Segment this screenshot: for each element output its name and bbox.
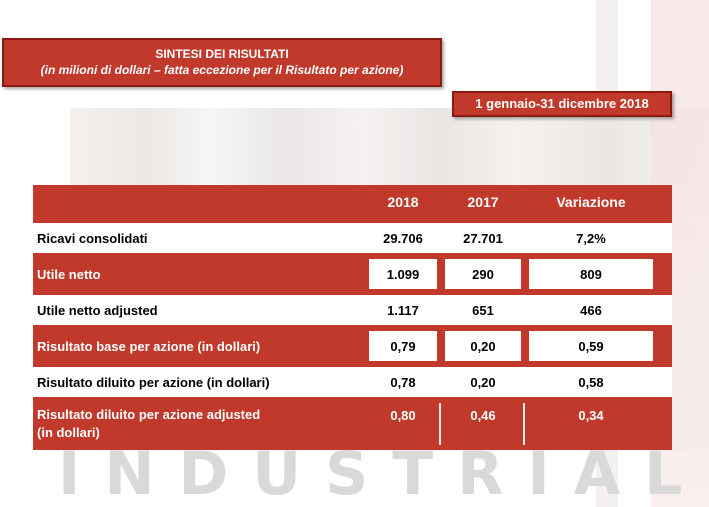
value-box bbox=[529, 331, 653, 361]
row-variation: 809 bbox=[580, 267, 602, 282]
row-variation: 0,59 bbox=[578, 339, 604, 354]
period-badge: 1 gennaio-31 dicembre 2018 bbox=[452, 91, 672, 117]
row-variation: 466 bbox=[580, 303, 602, 318]
row-value-2017: 0,20 bbox=[470, 339, 496, 354]
row-value-2017: 290 bbox=[472, 267, 494, 282]
table-row: Utile netto adjusted 1.117 651 466 bbox=[33, 295, 672, 325]
row-label: Ricavi consolidati bbox=[37, 231, 148, 246]
row-bg bbox=[33, 223, 672, 253]
column-divider bbox=[439, 403, 441, 445]
value-box bbox=[369, 259, 437, 289]
row-value-2018: 29.706 bbox=[383, 231, 423, 246]
value-box bbox=[369, 331, 437, 361]
row-label: Utile netto adjusted bbox=[37, 303, 158, 318]
row-variation: 0,58 bbox=[578, 375, 604, 390]
results-table: 2018 2017 Variazione Ricavi consolidati … bbox=[33, 185, 672, 450]
row-bg bbox=[33, 295, 672, 325]
header-2018: 2018 bbox=[387, 194, 419, 210]
row-variation: 7,2% bbox=[576, 231, 606, 246]
table-row: Risultato base per azione (in dollari) 0… bbox=[33, 331, 672, 361]
table-row: Risultato diluito per azione adjusted (i… bbox=[33, 403, 672, 445]
row-value-2018: 0,78 bbox=[390, 375, 416, 390]
table-header-row: 2018 2017 Variazione bbox=[33, 185, 672, 220]
row-label: Utile netto bbox=[37, 267, 101, 282]
row-label: Risultato diluito per azione (in dollari… bbox=[37, 375, 270, 390]
value-box bbox=[445, 259, 521, 289]
row-value-2018: 0,79 bbox=[390, 339, 416, 354]
slide-subtitle: (in milioni di dollari – fatta eccezione… bbox=[40, 63, 404, 77]
title-box: SINTESI DEI RISULTATI (in milioni di dol… bbox=[2, 38, 442, 87]
value-box bbox=[529, 259, 653, 289]
row-value-2018: 1.099 bbox=[386, 267, 420, 282]
row-value-2018: 1.117 bbox=[387, 303, 419, 318]
row-bg bbox=[33, 367, 672, 397]
row-label: Risultato diluito per azione adjusted bbox=[37, 407, 261, 422]
table-row: Utile netto 1.099 290 809 bbox=[33, 259, 672, 289]
value-box bbox=[445, 331, 521, 361]
header-2017: 2017 bbox=[467, 194, 499, 210]
watermark-logo: INDUSTRIAL bbox=[58, 441, 698, 507]
row-label: Risultato base per azione (in dollari) bbox=[37, 339, 261, 354]
row-value-2017: 27.701 bbox=[463, 231, 503, 246]
row-value-2017: 0,20 bbox=[470, 375, 496, 390]
row-value-2017: 651 bbox=[472, 303, 494, 318]
row-value-2018: 0,80 bbox=[390, 408, 416, 423]
row-label-line2: (in dollari) bbox=[37, 425, 100, 440]
slide-title: SINTESI DEI RISULTATI bbox=[155, 47, 289, 61]
column-divider bbox=[523, 403, 525, 445]
table-row: Risultato diluito per azione (in dollari… bbox=[33, 367, 672, 397]
table-row: Ricavi consolidati 29.706 27.701 7,2% bbox=[33, 223, 672, 253]
header-variazione: Variazione bbox=[556, 194, 626, 210]
row-variation: 0,34 bbox=[578, 408, 604, 423]
row-value-2017: 0,46 bbox=[470, 408, 496, 423]
